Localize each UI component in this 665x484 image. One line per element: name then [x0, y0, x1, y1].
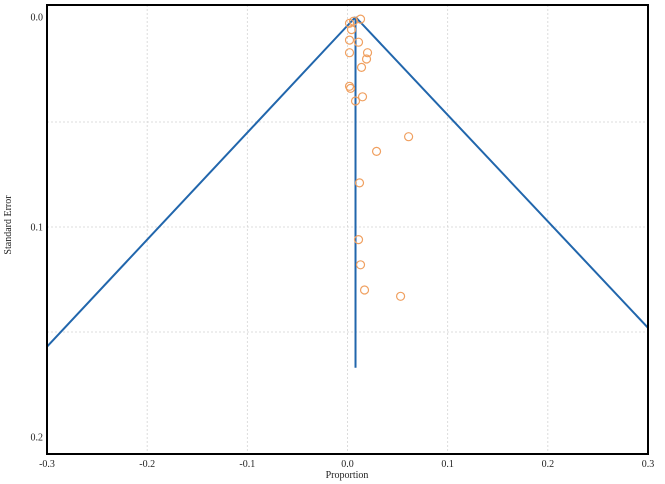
- x-tick-label: -0.3: [39, 459, 55, 470]
- y-tick-label: 0.2: [31, 433, 44, 444]
- y-tick-label: 0.0: [31, 13, 44, 24]
- x-tick-label: 0.0: [341, 459, 354, 470]
- study-point: [362, 48, 373, 58]
- study-point: [355, 14, 366, 24]
- x-tick-label: -0.2: [139, 459, 155, 470]
- x-tick-label: -0.1: [239, 459, 255, 470]
- study-point: [357, 92, 368, 102]
- study-point: [345, 83, 356, 94]
- study-point: [355, 260, 366, 270]
- study-point: [346, 25, 357, 35]
- grid-layer: [46, 5, 649, 454]
- funnel-layer: [46, 16, 649, 368]
- study-point: [344, 48, 355, 58]
- study-point: [354, 178, 365, 188]
- study-point: [353, 37, 364, 47]
- study-point: [356, 62, 367, 73]
- study-point: [350, 96, 361, 106]
- study-point: [371, 146, 382, 156]
- funnel-left-line: [46, 16, 357, 348]
- x-tick-labels: -0.3 -0.2 -0.1 0.0 0.1 0.2 0.3: [39, 459, 654, 470]
- study-point: [359, 285, 370, 295]
- study-point: [344, 35, 355, 45]
- x-tick-label: 0.1: [441, 459, 454, 470]
- study-point: [395, 291, 406, 301]
- y-axis-title: Standard Error: [3, 195, 14, 255]
- points-layer: [344, 14, 414, 301]
- study-point: [353, 235, 364, 245]
- study-point: [361, 54, 372, 64]
- x-tick-label: 0.2: [542, 459, 555, 470]
- y-tick-label: 0.1: [31, 223, 44, 234]
- x-axis-title: Proportion: [326, 470, 369, 481]
- y-tick-labels: 0.0 0.1 0.2: [31, 13, 44, 444]
- funnel-right-line: [354, 16, 649, 329]
- x-tick-label: 0.3: [642, 459, 655, 470]
- study-point: [404, 132, 414, 142]
- plot-frame: [46, 4, 649, 455]
